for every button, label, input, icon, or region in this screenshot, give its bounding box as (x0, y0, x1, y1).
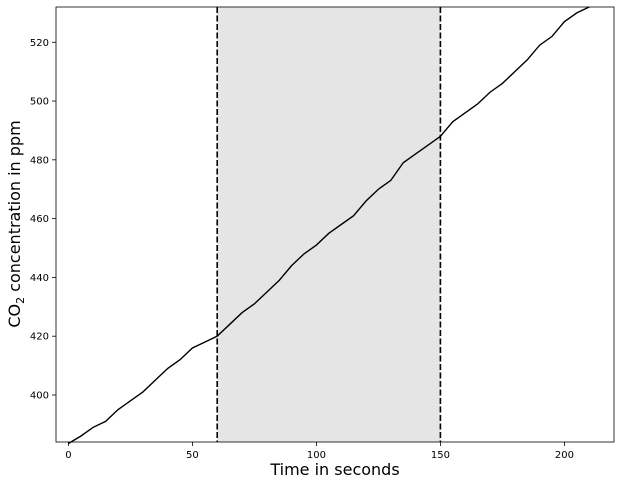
y-tick-label: 440 (30, 273, 49, 284)
co2-series-line (68, 6, 590, 445)
axes-frame (55, 6, 615, 443)
y-axis-label-rest: concentration in ppm (5, 120, 24, 297)
y-axis-label-subscript: 2 (14, 297, 27, 304)
x-tick-label: 200 (555, 450, 574, 461)
x-axis-ticks: 0 50 100 150 200 (65, 442, 574, 461)
y-axis-ticks: 400 420 440 460 480 500 520 (30, 38, 56, 401)
x-tick-label: 100 (307, 450, 326, 461)
plot-area (55, 6, 615, 445)
y-axis-label-main: CO (5, 304, 24, 328)
y-axis-label: CO2 concentration in ppm (5, 120, 27, 327)
y-tick-label: 420 (30, 332, 49, 343)
y-tick-label: 460 (30, 214, 49, 225)
x-axis-label: Time in seconds (269, 460, 399, 479)
y-tick-label: 480 (30, 155, 49, 166)
y-tick-label: 520 (30, 38, 49, 49)
x-tick-label: 150 (431, 450, 450, 461)
y-tick-label: 400 (30, 390, 49, 401)
x-tick-label: 50 (186, 450, 199, 461)
y-tick-label: 500 (30, 97, 49, 108)
x-tick-label: 0 (65, 450, 71, 461)
shaded-region (217, 7, 441, 442)
